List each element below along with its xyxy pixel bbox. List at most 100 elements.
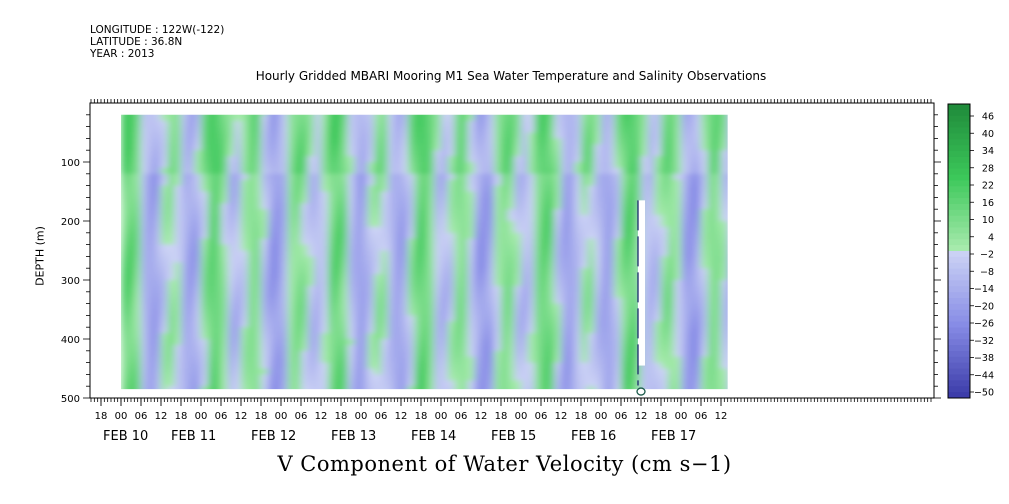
colorbar-border [947,103,971,399]
colorbar-label: 28 [982,163,994,174]
colorbar-band [948,392,970,399]
heatmap-field [121,114,728,390]
x-tick-label: 06 [295,411,308,422]
colorbar-band [948,133,970,140]
colorbar-band [948,115,970,123]
x-tick-label: 00 [195,411,208,422]
colorbar-band [948,227,970,234]
x-axis: 18 00 06 12 18 00 06 12 18 00 06 12 18 00 06 12 18 00 06 12… [95,398,727,444]
gap-column [638,200,645,366]
plot-border [89,102,935,399]
colorbar-band [948,162,970,170]
x-day-label: FEB 15 [491,429,536,444]
colorbar-band [948,303,970,311]
x-tick-label: 18 [575,411,588,422]
colorbar-band [948,286,970,293]
colorbar-band [948,104,970,111]
colorbar-band [948,145,970,152]
data-gap [636,200,646,396]
colorbar-label: −14 [974,284,994,295]
x-tick-label: 12 [555,411,568,422]
colorbar-label: −44 [974,370,994,381]
x-tick-label: 06 [535,411,548,422]
x-day-label: FEB 14 [411,429,456,444]
colorbar-band [948,127,970,134]
variable-title: V Component of Water Velocity (cm s−1) [277,452,732,476]
colorbar-label: 10 [982,215,994,226]
colorbar-label: −32 [974,336,994,347]
colorbar-label: 46 [982,112,994,123]
x-day-label: FEB 13 [331,429,376,444]
colorbar-band [948,239,970,246]
x-tick-label: 06 [615,411,628,422]
colorbar-label: −2 [980,250,994,261]
colorbar-label: 16 [982,198,994,209]
year-label: YEAR : 2013 [90,48,155,60]
x-tick-label: 00 [355,411,368,422]
x-tick-label: 12 [635,411,648,422]
colorbar-label: −8 [980,267,994,278]
colorbar-band [948,298,970,305]
x-tick-label: 06 [135,411,148,422]
colorbar-band [948,168,970,176]
y-tick-label: 400 [61,335,80,346]
colorbar-band [948,180,970,187]
x-day-label: FEB 17 [651,429,696,444]
x-tick-label: 06 [455,411,468,422]
colorbar-band [948,321,970,328]
colorbar-band [948,186,970,193]
x-tick-label: 18 [335,411,348,422]
chart-title: Hourly Gridded MBARI Mooring M1 Sea Wate… [255,69,767,83]
x-tick-label: 18 [175,411,188,422]
colorbar-band [948,109,970,117]
colorbar: 46 40 34 28 22 16 10 4 −2 −8 −14 −20 −26 −32 −38 −44 −50 [947,103,994,399]
colorbar-band [948,262,970,270]
colorbar-band [948,139,970,146]
x-tick-label: 12 [395,411,408,422]
latitude-label: LATITUDE : 36.8N [90,36,183,48]
metadata-block: LONGITUDE : 122W(-122) LATITUDE : 36.8N … [90,24,224,60]
colorbar-label: −38 [974,353,994,364]
colorbar-band [948,268,970,276]
colorbar-band [948,368,970,375]
x-tick-label: 06 [375,411,388,422]
colorbar-band [948,280,970,287]
colorbar-band [948,209,970,217]
y-axis: 100 200 300 400 500 [61,114,941,405]
x-day-label: FEB 12 [251,429,296,444]
x-tick-label: 12 [155,411,168,422]
colorbar-label: 4 [988,232,994,243]
colorbar-band [948,374,970,381]
longitude-label: LONGITUDE : 122W(-122) [90,24,225,36]
x-tick-label: 12 [475,411,488,422]
colorbar-band [948,121,970,129]
x-tick-label: 00 [435,411,448,422]
colorbar-band [948,315,970,323]
colorbar-band [948,274,970,281]
colorbar-band [948,345,970,352]
colorbar-band [948,386,970,393]
x-tick-label: 00 [275,411,288,422]
colorbar-label: −50 [974,388,994,399]
plot-frame [89,99,935,402]
x-tick-label: 06 [215,411,228,422]
colorbar-band [948,362,970,370]
y-tick-label: 100 [61,158,80,169]
colorbar-band [948,256,970,264]
colorbar-band [948,245,970,252]
x-tick-label: 18 [655,411,668,422]
colorbar-label: 22 [982,181,994,192]
colorbar-band [948,309,970,317]
y-tick-label: 500 [61,394,80,405]
x-tick-label: 18 [255,411,268,422]
x-tick-label: 12 [235,411,248,422]
colorbar-band [948,350,970,358]
x-tick-label: 00 [515,411,528,422]
colorbar-band [948,333,970,340]
colorbar-label: −20 [974,301,994,312]
colorbar-label: 40 [982,129,994,140]
colorbar-band [948,215,970,223]
x-day-label: FEB 11 [171,429,216,444]
colorbar-band [948,233,970,240]
colorbar-band [948,221,970,228]
